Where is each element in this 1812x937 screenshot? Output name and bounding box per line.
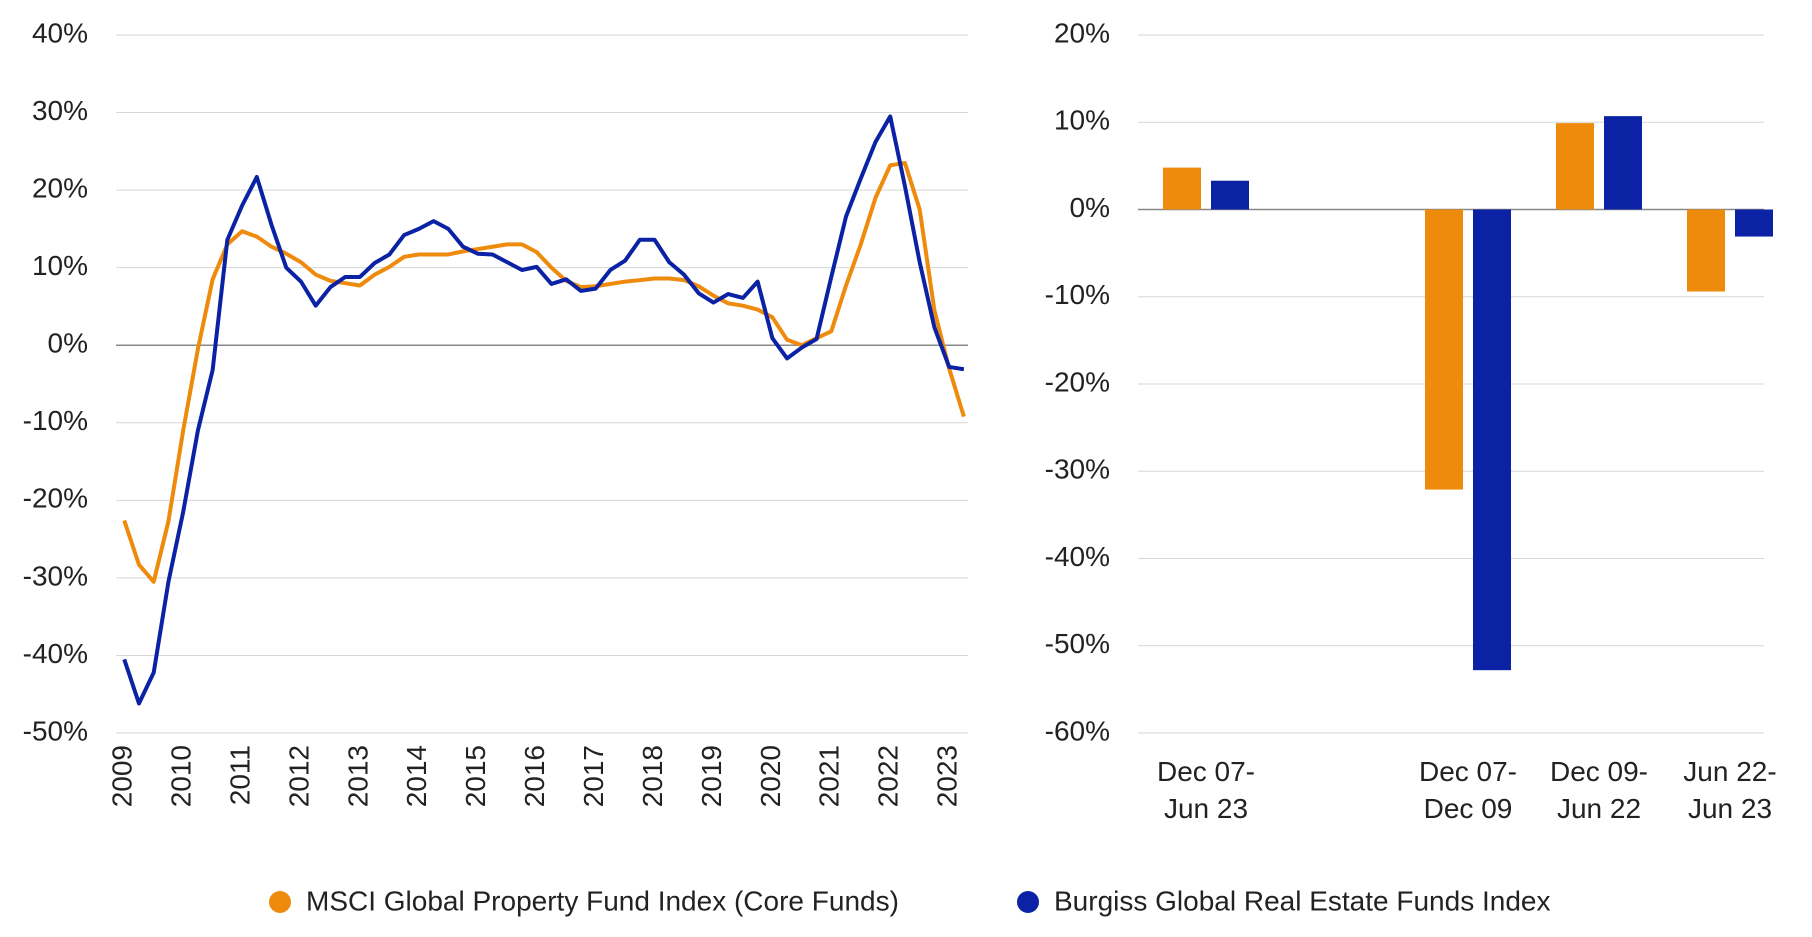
y-tick-label: -40%: [23, 638, 88, 669]
x-tick-label: 2011: [224, 745, 255, 805]
x-tick-label: 2020: [755, 745, 786, 807]
y-tick-label: -40%: [1045, 541, 1110, 572]
bar: [1211, 180, 1249, 210]
x-tick-label: Jun 22- Jun 23: [1683, 756, 1777, 824]
x-tick-label: 2017: [578, 745, 609, 807]
y-tick-label: 0%: [48, 328, 88, 359]
x-tick-label: 2016: [519, 745, 550, 807]
legend-marker: [1017, 891, 1039, 913]
bar: [1735, 209, 1773, 237]
y-tick-label: 10%: [1054, 105, 1110, 136]
legend-label: MSCI Global Property Fund Index (Core Fu…: [306, 885, 899, 916]
x-tick-label: 2018: [637, 745, 668, 807]
y-tick-label: -20%: [23, 483, 88, 514]
line-series: [122, 114, 965, 706]
bar: [1687, 209, 1725, 292]
y-tick-label: -50%: [23, 715, 88, 746]
x-tick-label: 2012: [283, 745, 314, 807]
y-tick-label: -50%: [1045, 628, 1110, 659]
x-tick-label: 2022: [873, 745, 904, 807]
bar: [1556, 123, 1594, 210]
y-tick-label: 40%: [32, 17, 88, 48]
x-tick-label: 2010: [166, 745, 197, 807]
line-series: [122, 160, 966, 584]
y-tick-label: -30%: [23, 560, 88, 591]
y-tick-label: -10%: [1045, 279, 1110, 310]
x-tick-label: 2019: [696, 745, 727, 807]
x-tick-label: 2021: [814, 745, 845, 807]
x-tick-label: 2023: [932, 745, 963, 807]
x-tick-label: Dec 09- Jun 22: [1549, 756, 1649, 824]
y-tick-label: 30%: [32, 95, 88, 126]
y-tick-label: -30%: [1045, 454, 1110, 485]
x-tick-label: 2014: [401, 745, 432, 807]
y-tick-label: 20%: [32, 173, 88, 204]
y-tick-label: -10%: [23, 405, 88, 436]
y-tick-label: 10%: [32, 250, 88, 281]
legend-label: Burgiss Global Real Estate Funds Index: [1054, 885, 1550, 916]
x-tick-label: Dec 07- Jun 23: [1156, 756, 1256, 824]
bar: [1425, 209, 1463, 490]
bar: [1473, 209, 1511, 671]
y-tick-label: 0%: [1070, 192, 1110, 223]
bar: [1163, 167, 1201, 210]
legend-marker: [269, 891, 291, 913]
y-tick-label: -20%: [1045, 366, 1110, 397]
x-tick-label: Dec 07- Dec 09: [1418, 756, 1518, 824]
x-tick-label: 2015: [460, 745, 491, 807]
y-tick-label: 20%: [1054, 17, 1110, 48]
x-tick-label: 2013: [342, 745, 373, 807]
y-tick-label: -60%: [1045, 715, 1110, 746]
bar: [1604, 116, 1642, 210]
x-tick-label: 2009: [107, 745, 138, 807]
